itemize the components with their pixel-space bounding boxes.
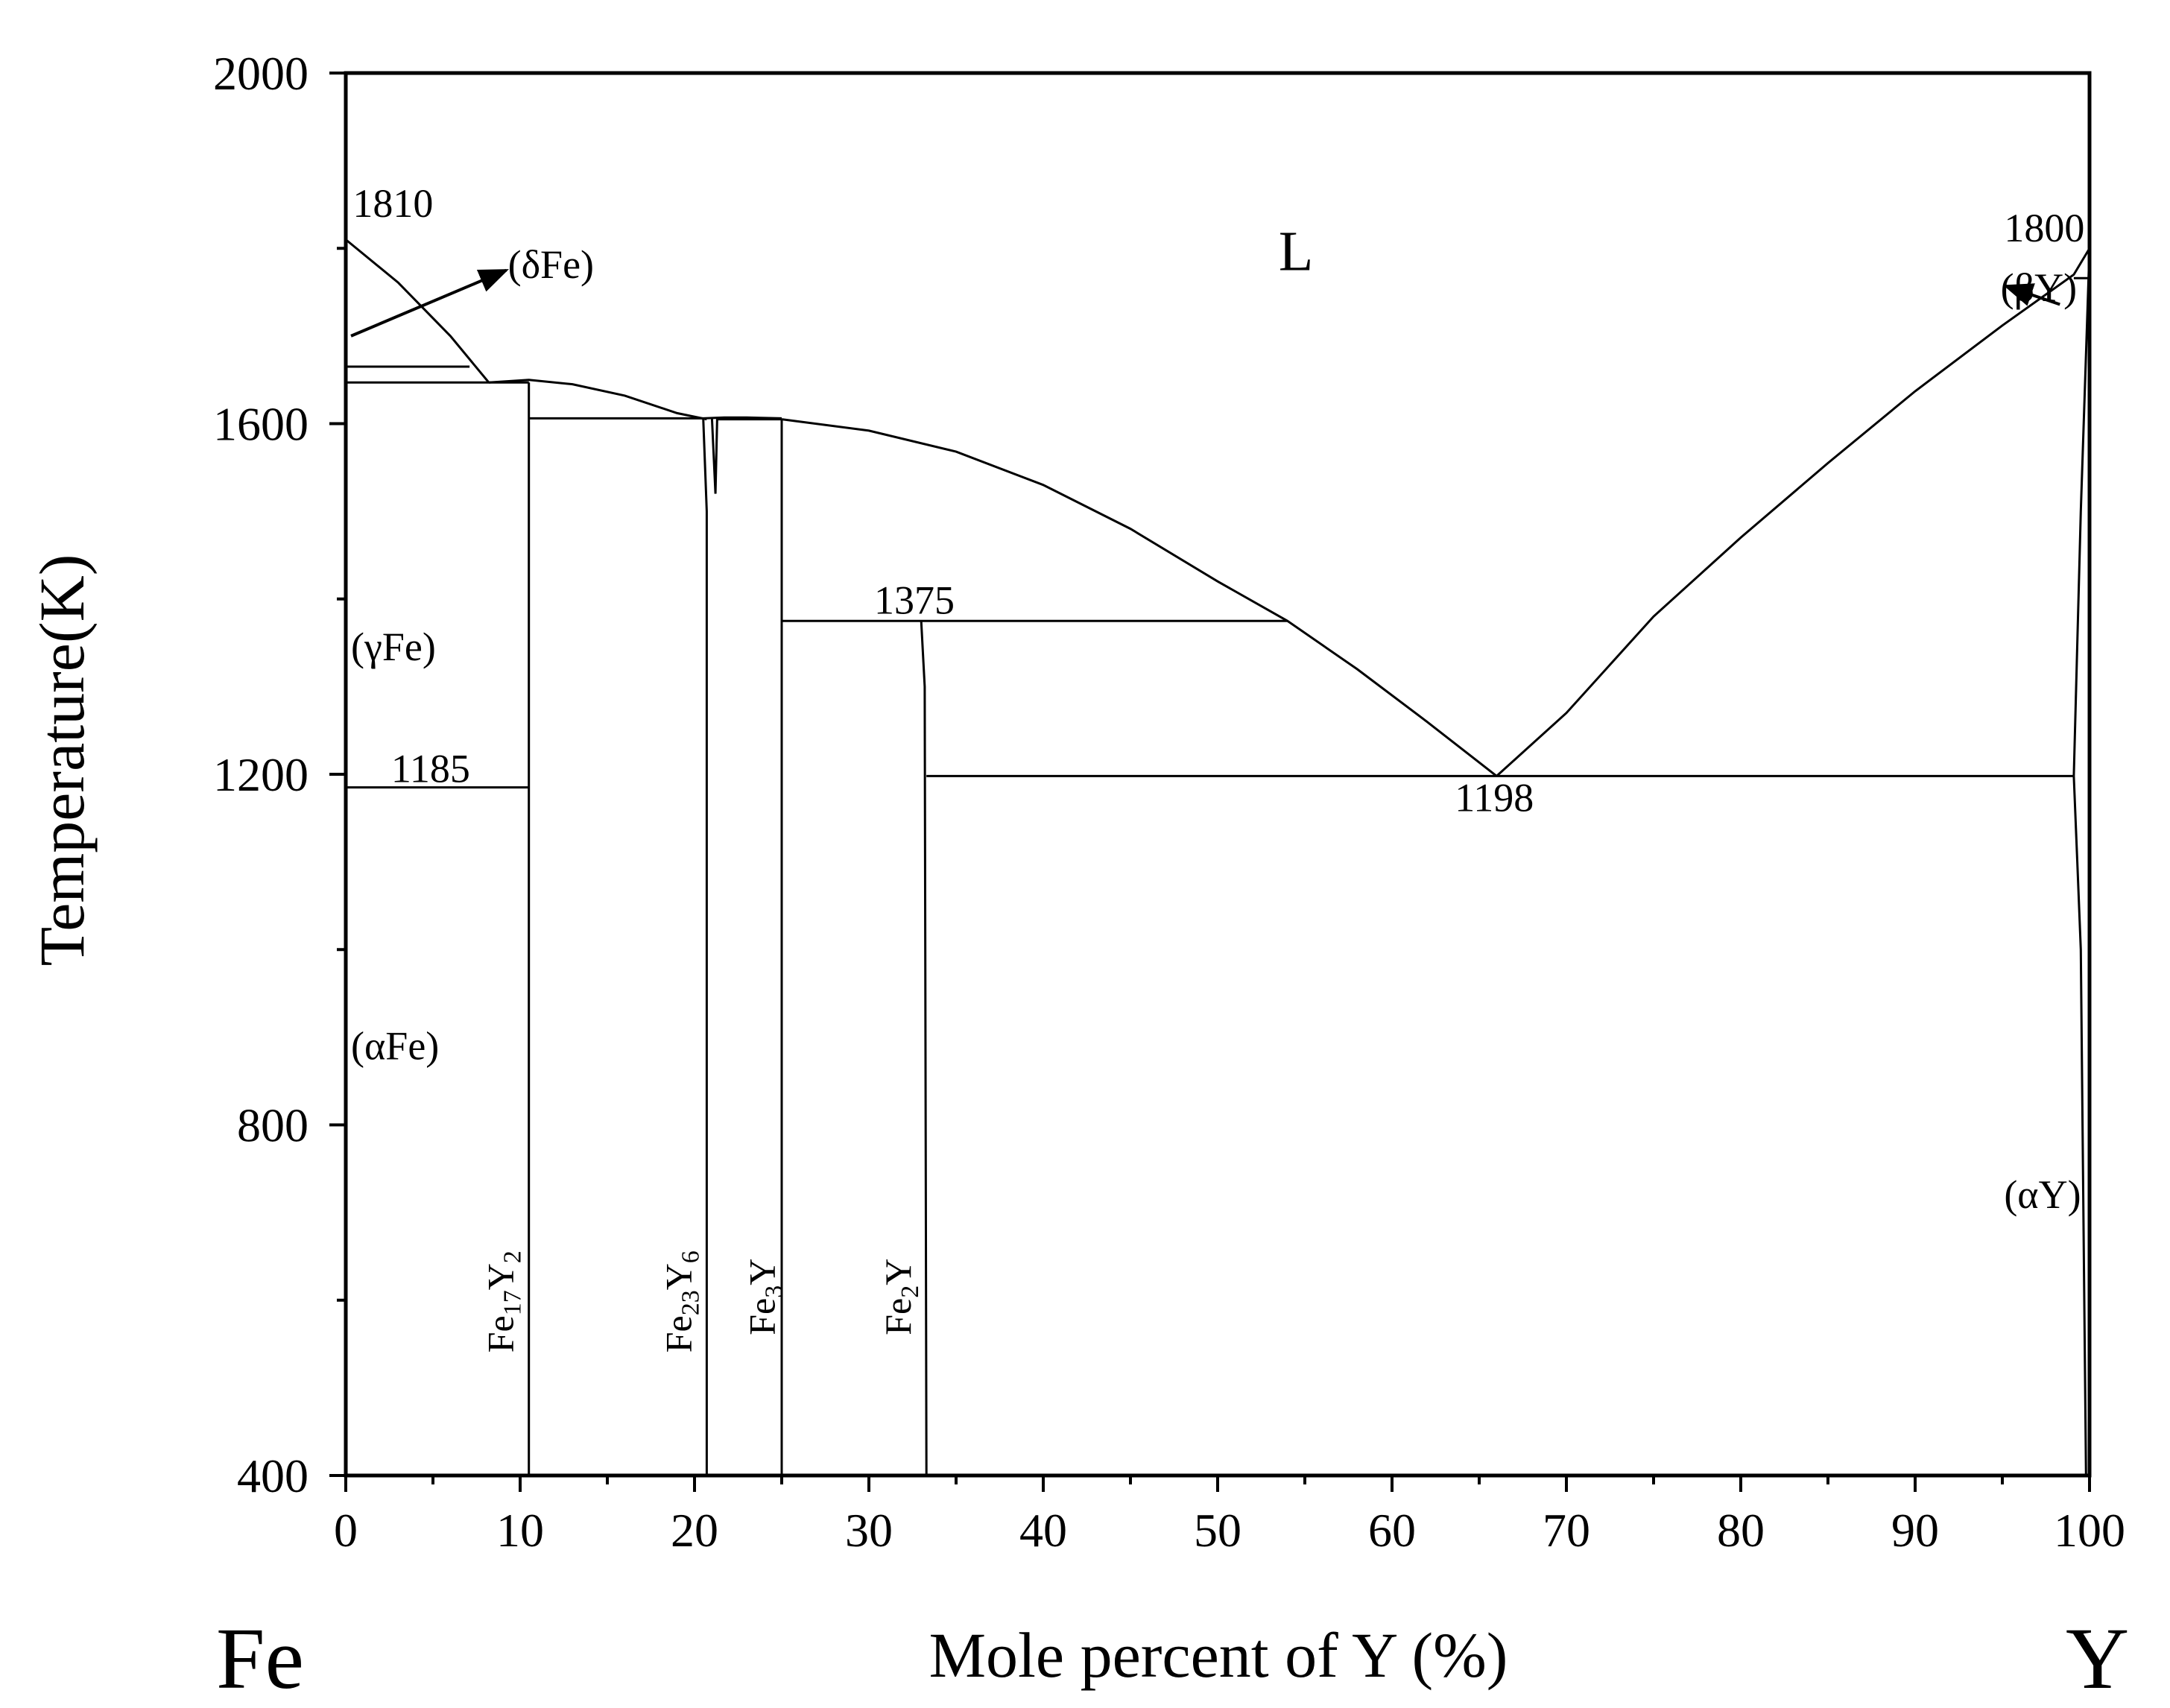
y-tick-label: 400 bbox=[237, 1449, 309, 1502]
phase-label-beta-y: (βY) bbox=[2001, 265, 2077, 310]
compound-label-fe23y6: Fe23Y6 bbox=[657, 1250, 704, 1353]
x-tick-label: 30 bbox=[845, 1504, 893, 1557]
x-tick-label: 80 bbox=[1717, 1504, 1765, 1557]
phase-line-fe2y-line bbox=[920, 621, 928, 1476]
x-tick-label: 60 bbox=[1368, 1504, 1416, 1557]
x-tick-label: 50 bbox=[1194, 1504, 1241, 1557]
x-tick-label: 20 bbox=[671, 1504, 718, 1557]
x-tick-label: 0 bbox=[334, 1504, 358, 1557]
axes: 0 10 20 30 40 50 60 70 80 90 100 400 800 1200 1600 2000 bbox=[213, 47, 2125, 1557]
x-tick-label: 100 bbox=[2054, 1504, 2125, 1557]
temperature-label-t1375: 1375 bbox=[874, 578, 955, 623]
phase-label-delta-fe: (δFe) bbox=[508, 242, 594, 287]
element-label-right: Y bbox=[2066, 1610, 2129, 1707]
compound-label-fe2y: Fe2Y bbox=[877, 1259, 924, 1335]
temperature-label-t1810: 1810 bbox=[352, 181, 433, 226]
compound-label-fe3y: Fe3Y bbox=[741, 1259, 788, 1335]
plot-lines bbox=[345, 238, 2091, 1476]
x-tick-label: 90 bbox=[1891, 1504, 1939, 1557]
y-axis-title: Temperature(K) bbox=[26, 554, 98, 967]
y-tick-label: 1200 bbox=[213, 748, 309, 801]
temperature-label-t1185: 1185 bbox=[391, 747, 470, 791]
phase-line-delta-liquidus bbox=[345, 238, 490, 384]
phase-line-liquidus-main bbox=[781, 418, 1498, 777]
phase-line-liquidus-fe17y2-fe23y6 bbox=[488, 379, 707, 421]
y-tick-label: 800 bbox=[237, 1099, 309, 1152]
plot-frame bbox=[344, 71, 2092, 1478]
x-tick-label: 10 bbox=[496, 1504, 544, 1557]
phase-line-fe23y6-right bbox=[710, 418, 718, 494]
x-tick-label: 70 bbox=[1543, 1504, 1590, 1557]
phase-label-liquid: L bbox=[1279, 221, 1313, 283]
phase-label-alpha-y: (αY) bbox=[2004, 1172, 2081, 1217]
element-label-left: Fe bbox=[216, 1610, 304, 1707]
temperature-label-t1198: 1198 bbox=[1455, 775, 1534, 820]
arrow-delta-fe-arrow bbox=[350, 268, 509, 338]
phase-label-alpha-fe: (αFe) bbox=[351, 1023, 439, 1068]
compound-label-fe17y2: Fe17Y2 bbox=[480, 1250, 527, 1353]
arrow-beta-y-arrow bbox=[2002, 283, 2060, 306]
phase-line-y-solvus bbox=[2072, 248, 2091, 1476]
plot-annotations: L (δFe) (γFe) (αFe) (βY) (αY) 1810 1800 1375 1185… bbox=[351, 181, 2084, 1353]
phase-label-gamma-fe: (γFe) bbox=[351, 624, 436, 669]
phase-line-liquidus-fe23y6-fe3y bbox=[703, 416, 782, 420]
x-axis-title: Mole percent of Y (%) bbox=[929, 1619, 1508, 1691]
y-tick-label: 2000 bbox=[213, 47, 309, 100]
y-tick-label: 1600 bbox=[213, 398, 309, 451]
phase-line-liquidus-y bbox=[1496, 247, 2091, 777]
temperature-label-t1800: 1800 bbox=[2004, 206, 2084, 250]
phase-line-fe23y6-left bbox=[702, 418, 708, 1475]
x-tick-label: 40 bbox=[1019, 1504, 1067, 1557]
